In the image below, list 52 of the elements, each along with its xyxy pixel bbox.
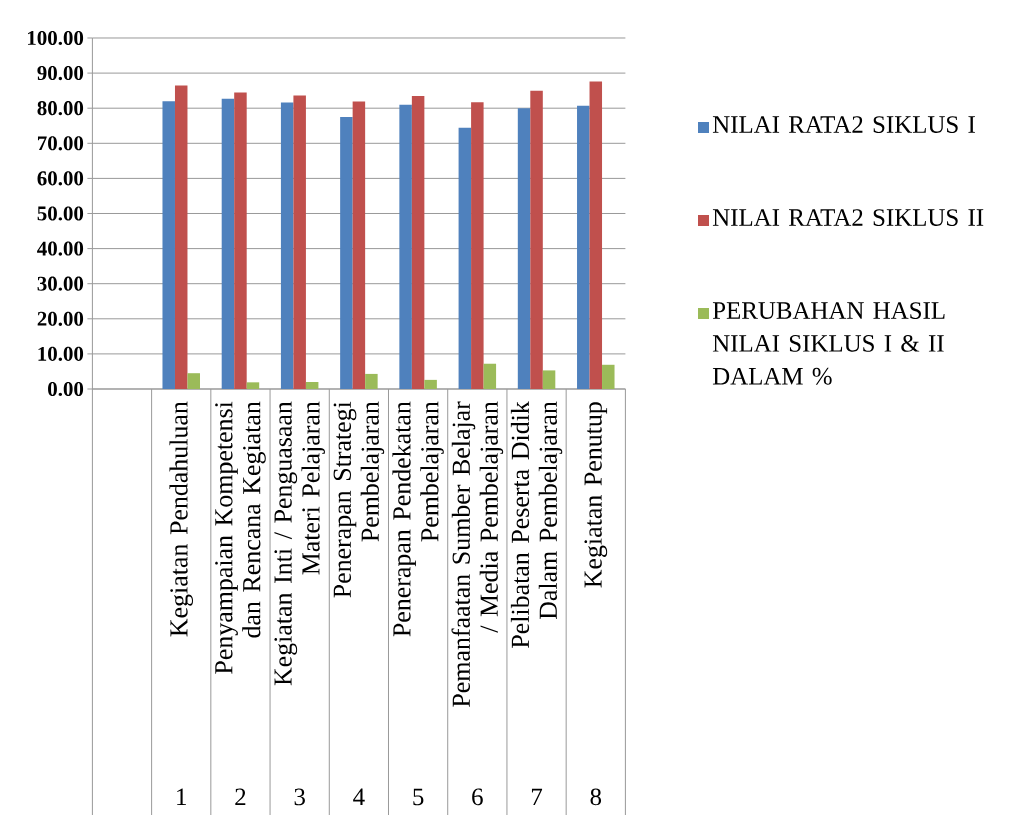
y-tick-label: 10.00 xyxy=(38,346,84,361)
text: 3 xyxy=(294,788,305,806)
legend-label: PERUBAHAN HASIL NILAI SIKLUS I & II DALAM % xyxy=(712,302,945,385)
x-tick-label: Kegiatan Pendahuluan xyxy=(169,401,194,637)
y-tick-label: 60.00 xyxy=(37,171,84,186)
y-tick-label: 0.00 xyxy=(48,381,84,397)
bar xyxy=(305,381,319,389)
text: 5 xyxy=(413,788,424,806)
y-tick-label: 100.00 xyxy=(28,30,84,46)
bar xyxy=(530,90,543,389)
y-tick-label: 40.00 xyxy=(37,241,84,256)
y-tick-label: 20.00 xyxy=(37,311,84,326)
bar xyxy=(162,101,175,389)
x-tick-label: Kegiatan Penutup xyxy=(584,402,608,588)
legend-label: NILAI RATA2 SIKLUS II xyxy=(712,209,984,226)
bar xyxy=(411,95,425,389)
y-tick-label: 50.00 xyxy=(37,206,84,221)
bar xyxy=(221,98,235,389)
bar xyxy=(365,373,378,389)
bar xyxy=(542,370,556,389)
y-tick-label: 90.00 xyxy=(37,66,84,81)
y-tick-label: 30.00 xyxy=(37,276,84,291)
bar xyxy=(577,105,590,389)
bar xyxy=(458,127,472,389)
bar xyxy=(589,81,603,389)
bar xyxy=(280,102,294,389)
text: 1 xyxy=(177,788,186,806)
bar xyxy=(399,104,412,389)
bar xyxy=(424,379,437,389)
text: 2 xyxy=(235,788,246,806)
bar xyxy=(352,101,366,389)
bar xyxy=(602,364,615,389)
text: 8 xyxy=(590,788,602,806)
bar xyxy=(293,95,306,389)
y-tick-label: 80.00 xyxy=(37,101,84,116)
bar xyxy=(471,102,484,389)
bar xyxy=(483,363,497,389)
text: 4 xyxy=(353,788,365,806)
x-tick-label: Pelibatan Peserta Didik Dalam Pembelajaran xyxy=(510,401,563,648)
x-tick-label: Penerapan Strategi Pembelajaran xyxy=(333,401,385,598)
bar xyxy=(340,116,353,389)
bar xyxy=(517,108,531,389)
x-tick-label: Penerapan Pendekatan Pembelajaran xyxy=(392,401,444,637)
y-tick-label: 70.00 xyxy=(37,136,84,151)
x-tick-label: Penyampaian Kompetensi dan Rencana Kegiatan xyxy=(215,401,266,674)
text: 7 xyxy=(531,788,543,806)
bar xyxy=(246,382,260,389)
bar xyxy=(187,373,200,389)
legend-label: NILAI RATA2 SIKLUS I xyxy=(712,116,975,133)
bar xyxy=(174,85,188,389)
text: 6 xyxy=(472,788,483,806)
bar xyxy=(234,92,247,389)
